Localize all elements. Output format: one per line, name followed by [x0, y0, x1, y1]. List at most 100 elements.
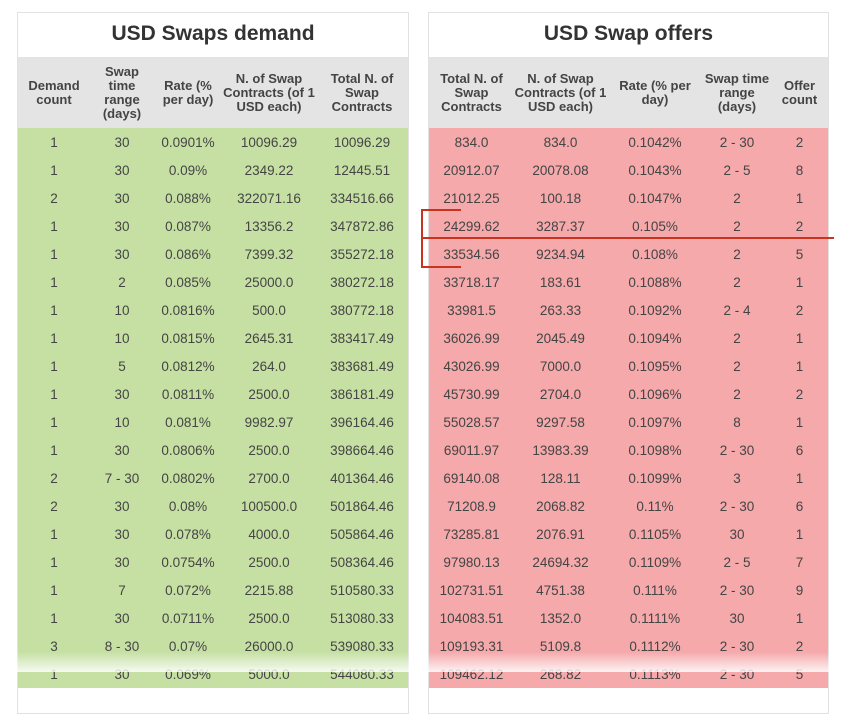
offers-cell: 2 - 30 — [719, 498, 755, 514]
offers-cell: 1 — [795, 190, 804, 206]
offers-cell: 2 — [795, 134, 804, 150]
offers-table-row: 33718.17 183.61 0.1088% 2 1 — [429, 268, 828, 296]
demand-cell: 1 — [50, 330, 58, 346]
demand-table-row: 2 30 0.088% 322071.16 334516.66 — [18, 184, 408, 212]
annotation-line — [423, 237, 834, 239]
offers-cell: 2 — [795, 638, 804, 654]
demand-panel: USD Swaps demand Demand count Swap time … — [17, 12, 409, 714]
demand-cell: 513080.33 — [330, 610, 394, 626]
demand-cell: 10096.29 — [333, 134, 391, 150]
offers-table-row: 21012.25 100.18 0.1047% 2 1 — [429, 184, 828, 212]
demand-table-row: 1 30 0.087% 13356.2 347872.86 — [18, 212, 408, 240]
offers-cell: 8 — [733, 414, 741, 430]
offers-cell: 0.1111% — [629, 610, 681, 626]
offers-cell: 109462.12 — [439, 666, 504, 682]
offers-cell: 2 — [733, 190, 741, 206]
offers-cell: 2 — [795, 386, 804, 402]
demand-cell: 5 — [118, 358, 126, 374]
demand-cell: 30 — [114, 190, 130, 206]
offers-cell: 2 - 30 — [719, 582, 755, 598]
offers-cell: 2 — [733, 330, 741, 346]
demand-cell: 7 - 30 — [104, 470, 140, 486]
offers-cell: 0.1088% — [628, 274, 682, 290]
demand-cell: 380272.18 — [330, 274, 394, 290]
offers-cell: 5109.8 — [539, 638, 582, 654]
offers-title: USD Swap offers — [429, 13, 828, 57]
demand-cell: 1 — [50, 526, 58, 542]
demand-table-row: 1 7 0.072% 2215.88 510580.33 — [18, 576, 408, 604]
demand-cell: 30 — [114, 246, 130, 262]
offers-cell: 268.82 — [539, 666, 582, 682]
demand-cell: 26000.0 — [244, 638, 294, 654]
offers-cell: 834.0 — [543, 134, 578, 150]
offers-cell: 0.1047% — [628, 190, 682, 206]
demand-cell: 12445.51 — [333, 162, 391, 178]
offers-col-header: Offer count — [781, 77, 818, 107]
demand-cell: 30 — [114, 526, 130, 542]
demand-cell: 30 — [114, 554, 130, 570]
demand-table-row: 3 8 - 30 0.07% 26000.0 539080.33 — [18, 632, 408, 660]
offers-cell: 9 — [795, 582, 804, 598]
annotation-bracket-top — [421, 209, 461, 211]
demand-cell: 508364.46 — [330, 554, 394, 570]
demand-cell: 30 — [114, 498, 130, 514]
offers-cell: 2 - 5 — [723, 554, 751, 570]
offers-table-row: 36026.99 2045.49 0.1094% 2 1 — [429, 324, 828, 352]
offers-cell: 4751.38 — [536, 582, 585, 598]
demand-cell: 0.0812% — [161, 358, 215, 374]
demand-cell: 355272.18 — [330, 246, 394, 262]
demand-cell: 0.081% — [165, 414, 211, 430]
demand-cell: 30 — [114, 442, 130, 458]
demand-table-row: 2 30 0.08% 100500.0 501864.46 — [18, 492, 408, 520]
offers-table-row: 69140.08 128.11 0.1099% 3 1 — [429, 464, 828, 492]
demand-cell: 10096.29 — [240, 134, 298, 150]
offers-cell: 30 — [729, 610, 745, 626]
demand-cell: 25000.0 — [244, 274, 294, 290]
demand-cell: 1 — [50, 610, 58, 626]
demand-table-row: 1 10 0.081% 9982.97 396164.46 — [18, 408, 408, 436]
offers-cell: 2 - 30 — [719, 442, 755, 458]
offers-cell: 20912.07 — [443, 162, 500, 178]
demand-cell: 0.086% — [165, 246, 211, 262]
demand-cell: 0.087% — [165, 218, 211, 234]
offers-cell: 2 - 30 — [719, 666, 755, 682]
demand-cell: 0.0811% — [161, 386, 215, 402]
offers-cell: 2 - 4 — [723, 302, 751, 318]
offers-cell: 1 — [795, 610, 804, 626]
offers-cell: 263.33 — [539, 302, 582, 318]
offers-cell: 1 — [795, 358, 804, 374]
offers-cell: 7000.0 — [539, 358, 582, 374]
demand-cell: 10 — [114, 330, 130, 346]
demand-cell: 1 — [50, 442, 58, 458]
demand-cell: 383681.49 — [330, 358, 394, 374]
demand-cell: 30 — [114, 666, 130, 682]
demand-cell: 100500.0 — [240, 498, 298, 514]
demand-header-row: Demand count Swap time range (days) Rate… — [18, 57, 408, 128]
demand-cell: 1 — [50, 162, 58, 178]
demand-table-body: 1 30 0.0901% 10096.29 10096.29 1 30 0.09% 2349.2… — [18, 128, 408, 688]
demand-cell: 0.0806% — [161, 442, 215, 458]
demand-cell: 544080.33 — [330, 666, 394, 682]
offers-cell: 0.1099% — [628, 470, 682, 486]
offers-cell: 0.1096% — [628, 386, 682, 402]
annotation-bracket-vertical — [421, 209, 423, 268]
offers-cell: 1352.0 — [539, 610, 582, 626]
demand-cell: 383417.49 — [330, 330, 394, 346]
offers-cell: 21012.25 — [443, 190, 500, 206]
offers-cell: 0.1113% — [629, 666, 681, 682]
offers-cell: 6 — [795, 442, 804, 458]
demand-cell: 2500.0 — [248, 442, 290, 458]
demand-cell: 505864.46 — [330, 526, 394, 542]
demand-cell: 539080.33 — [330, 638, 394, 654]
demand-table-row: 1 30 0.0711% 2500.0 513080.33 — [18, 604, 408, 632]
demand-cell: 10 — [114, 414, 130, 430]
demand-cell: 347872.86 — [330, 218, 394, 234]
demand-cell: 1 — [50, 358, 58, 374]
demand-cell: 2645.31 — [244, 330, 294, 346]
demand-cell: 2500.0 — [248, 386, 290, 402]
demand-cell: 2 — [50, 470, 58, 486]
offers-cell: 2 — [733, 274, 741, 290]
demand-table-row: 1 10 0.0815% 2645.31 383417.49 — [18, 324, 408, 352]
offers-cell: 24694.32 — [532, 554, 589, 570]
offers-cell: 2068.82 — [536, 498, 585, 514]
